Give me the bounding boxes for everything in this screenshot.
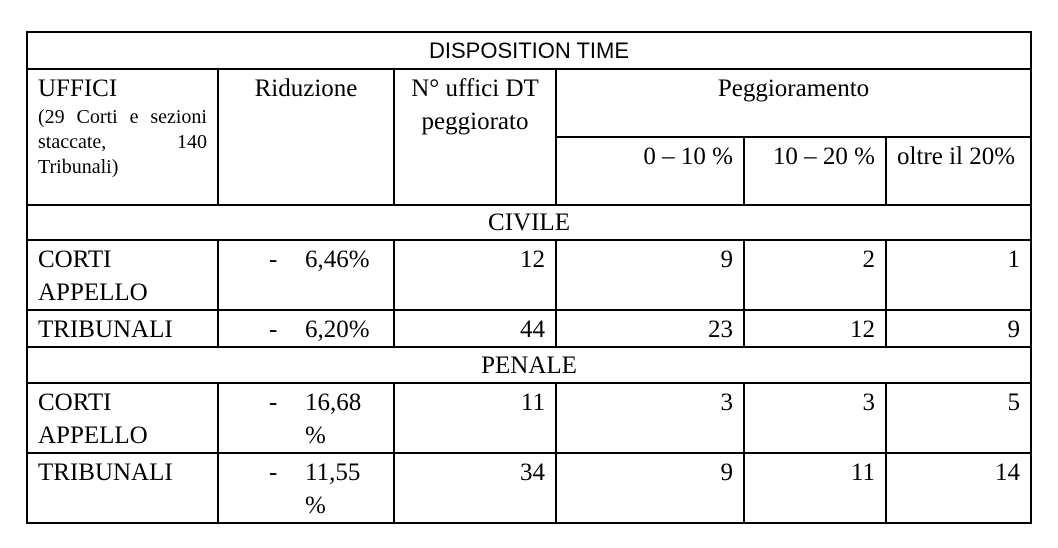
header-cell: oltre il 20%	[884, 136, 1033, 206]
header-cell: N° uffici DT peggiorato	[393, 68, 557, 206]
value-cell: 1	[884, 239, 1033, 311]
data-row: CORTI APPELLO -16,68 % 11 3 3 5	[26, 382, 1033, 454]
header-text: UFFICI	[38, 75, 118, 102]
header-cell: Peggioramento	[554, 68, 1033, 138]
value-cell: 44	[393, 309, 557, 348]
riduzione: -6,46%	[229, 243, 383, 276]
riduzione-sign: -	[269, 389, 278, 416]
ufficio-cell: CORTI APPELLO	[26, 239, 219, 311]
value-cell: 14	[884, 452, 1033, 524]
riduzione: -11,55 %	[229, 456, 383, 521]
riduzione: -6,20%	[229, 313, 383, 345]
value-cell: 11	[743, 452, 887, 524]
value-cell: 9	[555, 452, 745, 524]
value-cell: 23	[555, 309, 745, 348]
value-cell: 9	[884, 309, 1033, 348]
data-row: TRIBUNALI -11,55 % 34 9 11 14	[26, 452, 1033, 524]
riduzione-cell: -16,68 %	[217, 382, 395, 454]
riduzione: -16,68 %	[229, 386, 383, 451]
riduzione-sign: -	[269, 459, 278, 486]
value-cell: 5	[884, 382, 1033, 454]
riduzione-value: 16,68 %	[305, 389, 362, 449]
value-cell: 3	[743, 382, 887, 454]
data-row: CORTI APPELLO -6,46% 12 9 2 1	[26, 239, 1033, 311]
value-cell: 12	[393, 239, 557, 311]
riduzione-value: 6,20%	[305, 316, 370, 343]
value-cell: 2	[743, 239, 887, 311]
value-cell: 3	[555, 382, 745, 454]
riduzione-sign: -	[269, 246, 278, 273]
section-row: PENALE	[25, 346, 1033, 384]
riduzione-cell: -6,46%	[217, 239, 395, 311]
data-row: TRIBUNALI -6,20% 44 23 12 9	[26, 309, 1033, 348]
riduzione-value: 11,55 %	[305, 459, 361, 519]
header-note: (29 Corti e sezioni staccate, 140 Tribun…	[38, 106, 207, 178]
section-row: CIVILE	[25, 204, 1033, 241]
riduzione-sign: -	[269, 316, 278, 343]
riduzione-cell: -11,55 %	[217, 452, 395, 524]
header-cell: 10 – 20 %	[743, 136, 887, 206]
table-body: CIVILE CORTI APPELLO -6,46% 12 9 2 1 TRIBUNALI -…	[25, 204, 1033, 524]
header-cell: UFFICI (29 Corti e sezioni staccate, 140 …	[26, 68, 219, 206]
disposition-table: DISPOSITION TIME UFFICI (29 Corti e sezio…	[25, 31, 1033, 524]
ufficio-cell: TRIBUNALI	[26, 309, 219, 348]
value-cell: 34	[393, 452, 557, 524]
value-cell: 12	[743, 309, 887, 348]
riduzione-value: 6,46%	[305, 246, 370, 273]
header-cell: Riduzione	[217, 68, 395, 206]
value-cell: 9	[555, 239, 745, 311]
section-label: PENALE	[25, 346, 1033, 384]
header-cell: 0 – 10 %	[555, 136, 745, 206]
ufficio-cell: TRIBUNALI	[26, 452, 219, 524]
section-label: CIVILE	[25, 204, 1033, 241]
ufficio-cell: CORTI APPELLO	[26, 382, 219, 454]
table-title: DISPOSITION TIME	[25, 31, 1033, 70]
value-cell: 11	[393, 382, 557, 454]
riduzione-cell: -6,20%	[217, 309, 395, 348]
